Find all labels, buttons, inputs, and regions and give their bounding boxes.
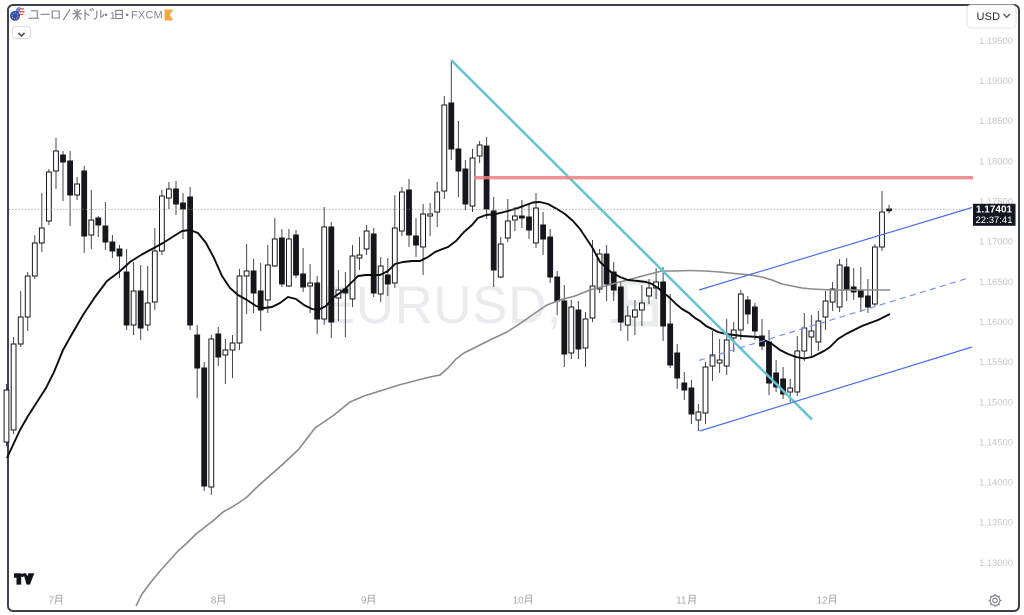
svg-text:1.16500: 1.16500	[979, 277, 1013, 288]
svg-text:1.15000: 1.15000	[979, 397, 1013, 408]
svg-text:EURUSD,: EURUSD,	[320, 276, 562, 335]
svg-text:1.13000: 1.13000	[979, 558, 1013, 569]
svg-text:12: 12	[817, 596, 829, 607]
svg-text:10: 10	[513, 596, 525, 607]
svg-text:1.18500: 1.18500	[979, 116, 1013, 127]
svg-text:7: 7	[49, 596, 55, 607]
svg-text:9: 9	[361, 596, 367, 607]
svg-text:1.14000: 1.14000	[979, 478, 1013, 489]
svg-text:1.17401: 1.17401	[976, 205, 1013, 216]
svg-text:1.18000: 1.18000	[979, 156, 1013, 167]
svg-text:1: 1	[110, 10, 116, 22]
svg-text:1.13500: 1.13500	[979, 518, 1013, 529]
svg-text:1.17500: 1.17500	[979, 197, 1013, 208]
svg-text:1.19500: 1.19500	[979, 36, 1013, 47]
svg-text:USD: USD	[977, 11, 1001, 23]
svg-text:8: 8	[211, 596, 217, 607]
svg-text:1.17000: 1.17000	[979, 237, 1013, 248]
svg-text:1.19000: 1.19000	[979, 76, 1013, 87]
svg-text:FXCM: FXCM	[131, 10, 163, 22]
svg-text:1.14500: 1.14500	[979, 437, 1013, 448]
svg-text:11: 11	[676, 596, 687, 607]
svg-text:1.15500: 1.15500	[979, 357, 1013, 368]
svg-text:22:37:41: 22:37:41	[976, 215, 1013, 226]
svg-text:1.16000: 1.16000	[979, 317, 1013, 328]
